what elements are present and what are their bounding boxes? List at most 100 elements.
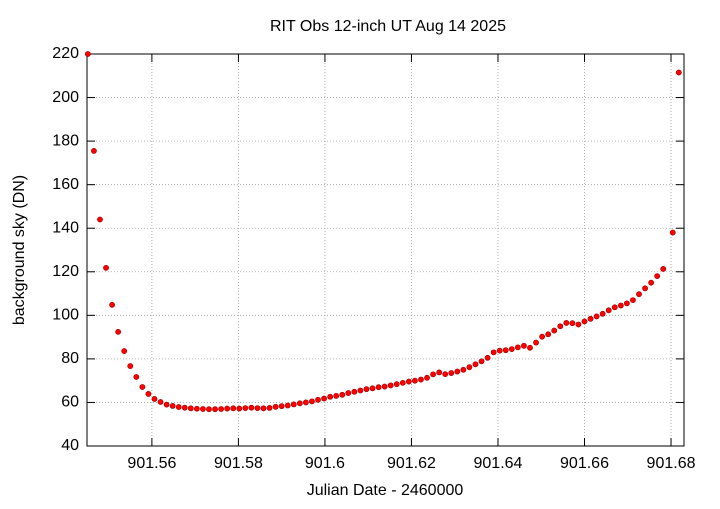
point xyxy=(369,385,376,392)
point xyxy=(545,331,552,338)
point xyxy=(660,266,667,272)
point xyxy=(611,304,618,311)
point xyxy=(605,307,612,314)
y-tick-label: 60 xyxy=(61,394,79,411)
point xyxy=(508,346,515,352)
point xyxy=(569,320,576,327)
point xyxy=(436,369,443,376)
point xyxy=(527,344,533,351)
point xyxy=(321,395,327,402)
point xyxy=(418,376,424,383)
point xyxy=(242,405,249,412)
point xyxy=(375,384,382,391)
point xyxy=(284,402,291,409)
point xyxy=(430,371,436,378)
point xyxy=(654,273,661,280)
point xyxy=(345,390,352,396)
point xyxy=(675,69,682,76)
point xyxy=(617,302,624,309)
point xyxy=(599,310,606,317)
point xyxy=(302,399,309,406)
point xyxy=(278,403,285,410)
point xyxy=(163,401,170,408)
point xyxy=(254,405,261,412)
point xyxy=(460,366,467,373)
plot-border xyxy=(86,53,685,447)
point xyxy=(363,386,370,393)
point xyxy=(636,291,642,298)
point xyxy=(630,297,636,303)
point xyxy=(496,347,503,354)
point xyxy=(669,229,676,236)
point xyxy=(145,391,152,397)
point xyxy=(91,148,97,154)
point xyxy=(514,344,521,351)
point xyxy=(84,51,91,57)
point xyxy=(236,405,243,412)
point xyxy=(412,377,418,384)
point xyxy=(200,406,206,412)
point xyxy=(357,387,364,394)
point xyxy=(272,403,279,410)
point xyxy=(169,403,176,409)
chart-title: RIT Obs 12-inch UT Aug 14 2025 xyxy=(270,18,506,35)
point xyxy=(260,405,267,412)
point xyxy=(151,396,158,402)
point xyxy=(454,368,461,375)
y-tick-label: 40 xyxy=(61,437,79,454)
point xyxy=(206,406,212,413)
point xyxy=(212,406,218,413)
point xyxy=(315,396,321,403)
point xyxy=(224,405,231,412)
point xyxy=(484,354,491,361)
point xyxy=(109,301,115,308)
point xyxy=(424,374,430,381)
point xyxy=(472,361,479,368)
y-tick-label: 80 xyxy=(61,350,79,367)
point xyxy=(97,216,103,223)
point xyxy=(387,382,394,389)
point xyxy=(581,318,588,325)
point xyxy=(539,333,546,340)
point xyxy=(248,404,255,411)
point xyxy=(381,383,388,390)
point xyxy=(339,391,346,398)
x-tick-label: 901.6 xyxy=(305,455,345,472)
x-tick-label: 901.62 xyxy=(387,455,436,472)
point xyxy=(290,401,297,408)
point xyxy=(230,405,237,412)
point xyxy=(327,393,334,400)
point xyxy=(623,300,630,307)
point xyxy=(115,328,122,335)
x-tick-label: 901.66 xyxy=(560,455,609,472)
y-tick-label: 220 xyxy=(52,45,79,62)
point xyxy=(127,363,134,369)
y-tick-label: 180 xyxy=(52,132,79,149)
point xyxy=(466,364,473,371)
y-tick-label: 120 xyxy=(52,263,79,280)
point xyxy=(490,349,497,356)
y-tick-label: 200 xyxy=(52,89,79,106)
point xyxy=(557,323,564,330)
point xyxy=(133,374,140,380)
x-axis-label: Julian Date - 2460000 xyxy=(307,482,464,499)
point xyxy=(139,384,146,390)
point xyxy=(193,405,200,412)
point xyxy=(405,378,412,385)
point xyxy=(442,371,449,378)
point xyxy=(521,342,527,349)
point xyxy=(218,406,225,412)
point xyxy=(296,400,303,407)
point xyxy=(181,404,188,411)
y-tick-label: 140 xyxy=(52,219,79,236)
point xyxy=(266,404,273,411)
point xyxy=(157,399,164,405)
point xyxy=(187,405,194,412)
x-tick-label: 901.58 xyxy=(214,455,263,472)
x-tick-label: 901.56 xyxy=(127,455,176,472)
point xyxy=(648,279,655,286)
point xyxy=(351,388,358,395)
point xyxy=(333,393,340,399)
